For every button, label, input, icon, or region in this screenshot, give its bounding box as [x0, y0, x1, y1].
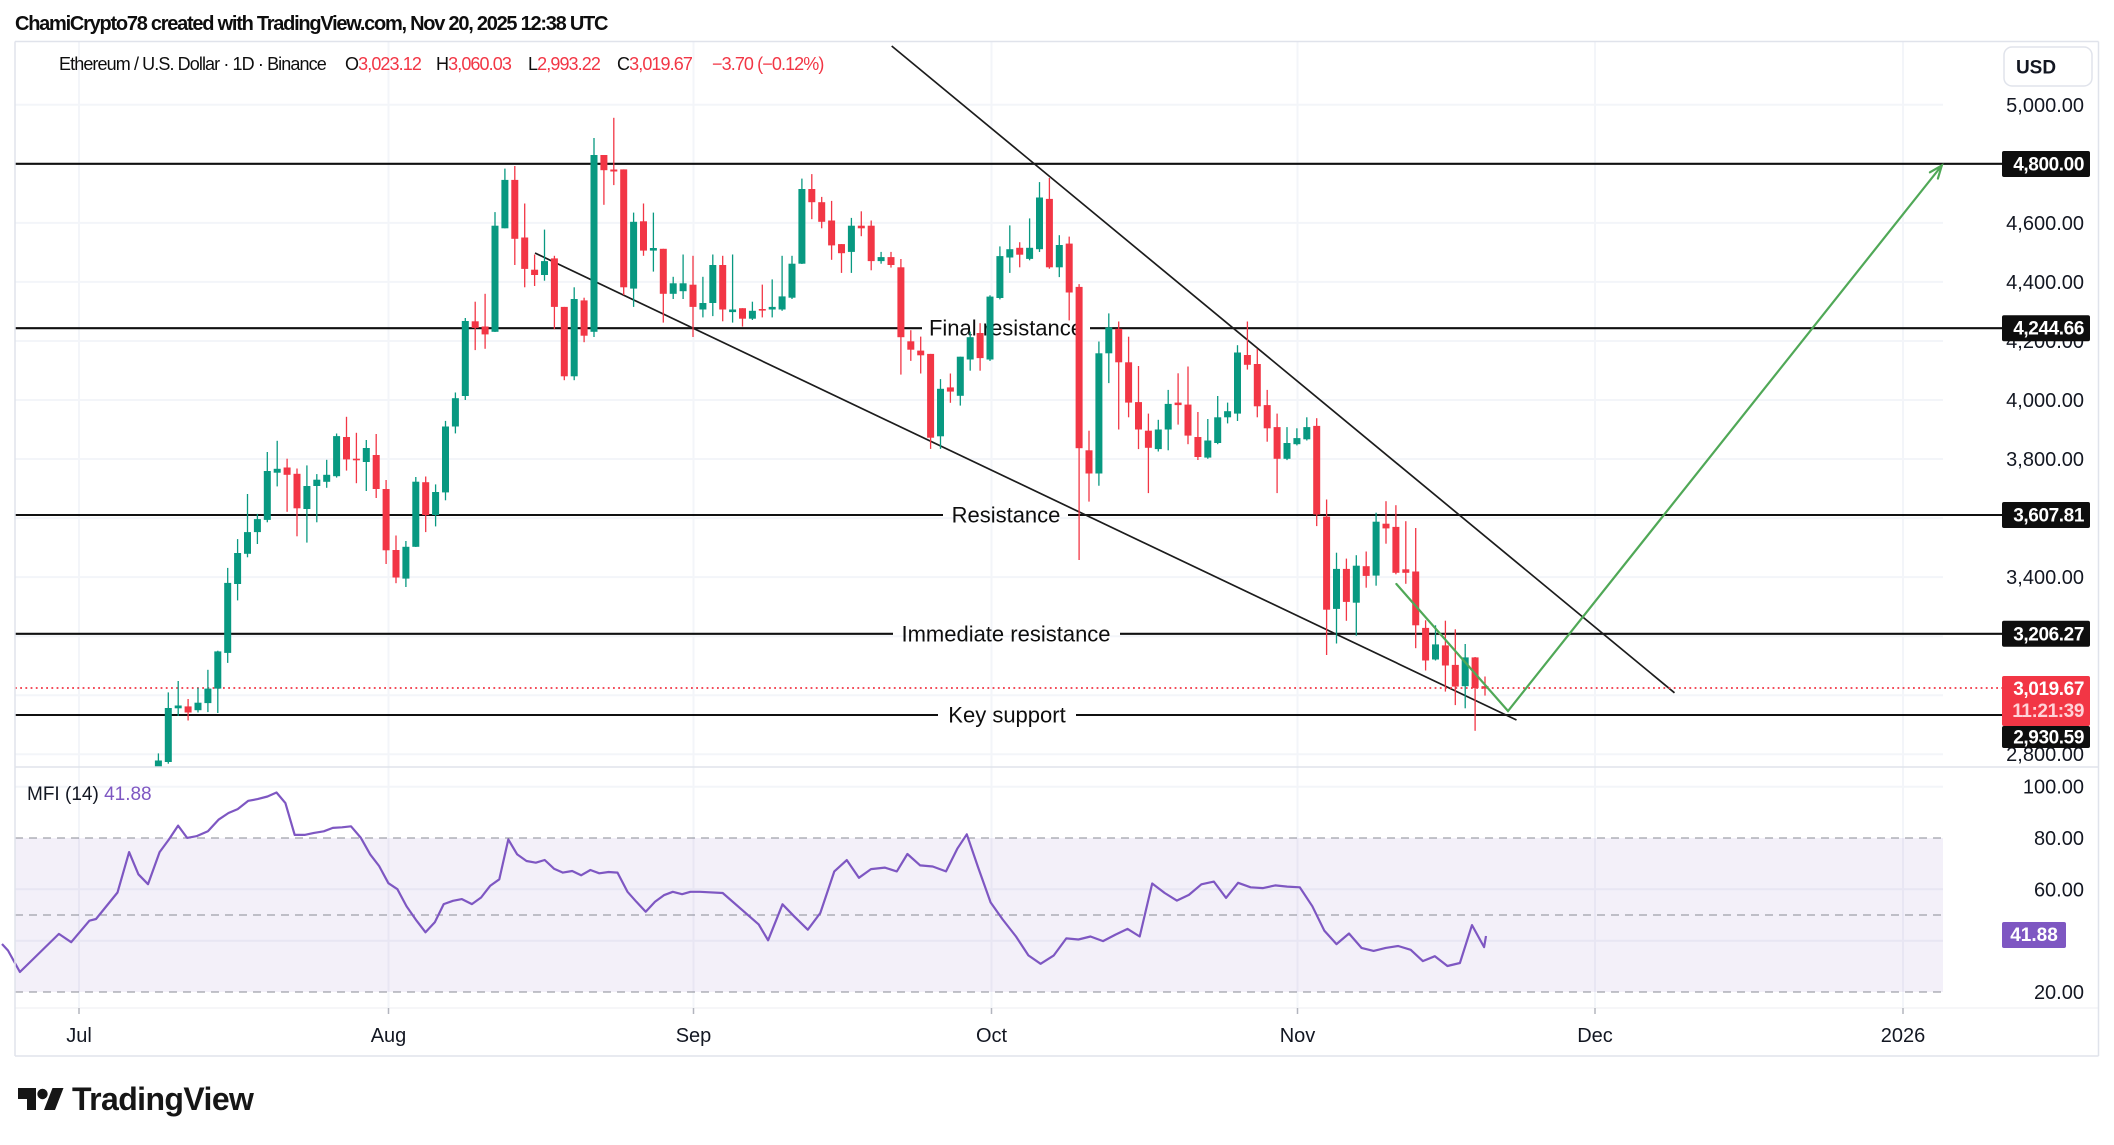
svg-text:Aug: Aug: [371, 1025, 407, 1047]
svg-text:Sep: Sep: [676, 1025, 712, 1047]
svg-text:TradingView: TradingView: [72, 1081, 254, 1117]
svg-text:4,400.00: 4,400.00: [2006, 272, 2084, 294]
svg-text:2,800.00: 2,800.00: [2006, 744, 2084, 766]
svg-text:4,244.66: 4,244.66: [2013, 319, 2084, 340]
svg-text:2026: 2026: [1881, 1025, 1926, 1047]
svg-text:Dec: Dec: [1577, 1025, 1613, 1047]
svg-text:ChamiCrypto78 created with Tra: ChamiCrypto78 created with TradingView.c…: [15, 13, 608, 35]
svg-text:Nov: Nov: [1280, 1025, 1316, 1047]
svg-text:41.88: 41.88: [2010, 925, 2058, 946]
svg-text:Resistance: Resistance: [952, 503, 1061, 528]
svg-text:60.00: 60.00: [2034, 879, 2084, 901]
svg-text:80.00: 80.00: [2034, 828, 2084, 850]
svg-text:USD: USD: [2016, 58, 2056, 79]
svg-text:4,800.00: 4,800.00: [2013, 155, 2084, 176]
svg-text:11:21:39: 11:21:39: [2012, 701, 2084, 722]
svg-text:3,607.81: 3,607.81: [2013, 506, 2085, 527]
svg-text:100.00: 100.00: [2023, 777, 2084, 799]
svg-text:3,400.00: 3,400.00: [2006, 567, 2084, 589]
svg-text:3,206.27: 3,206.27: [2013, 624, 2084, 645]
svg-text:MFI (14) 41.88: MFI (14) 41.88: [27, 784, 152, 805]
svg-text:2,930.59: 2,930.59: [2013, 728, 2084, 749]
svg-text:Key support: Key support: [948, 703, 1065, 728]
svg-text:Jul: Jul: [66, 1025, 92, 1047]
svg-text:Oct: Oct: [976, 1025, 1008, 1047]
svg-text:3,019.67: 3,019.67: [2013, 679, 2084, 700]
svg-text:20.00: 20.00: [2034, 982, 2084, 1004]
svg-text:3,800.00: 3,800.00: [2006, 449, 2084, 471]
svg-text:Ethereum / U.S. Dollar · 1D ·: Ethereum / U.S. Dollar · 1D · Binance O3,…: [59, 54, 823, 74]
svg-text:4,600.00: 4,600.00: [2006, 213, 2084, 235]
svg-text:5,000.00: 5,000.00: [2006, 95, 2084, 117]
svg-text:4,000.00: 4,000.00: [2006, 390, 2084, 412]
svg-text:Final resistance: Final resistance: [929, 316, 1083, 341]
svg-text:Immediate resistance: Immediate resistance: [901, 621, 1110, 646]
